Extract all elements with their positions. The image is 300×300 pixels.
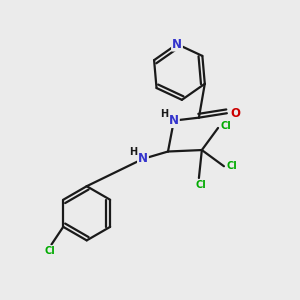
Text: Cl: Cl [195,180,206,190]
Text: Cl: Cl [227,161,238,171]
Text: Cl: Cl [45,246,56,256]
Text: O: O [230,107,240,120]
Text: H: H [130,147,138,158]
Text: N: N [169,114,179,127]
Text: N: N [138,152,148,165]
Text: Cl: Cl [221,122,232,131]
Text: H: H [160,109,169,119]
Text: N: N [172,38,182,51]
